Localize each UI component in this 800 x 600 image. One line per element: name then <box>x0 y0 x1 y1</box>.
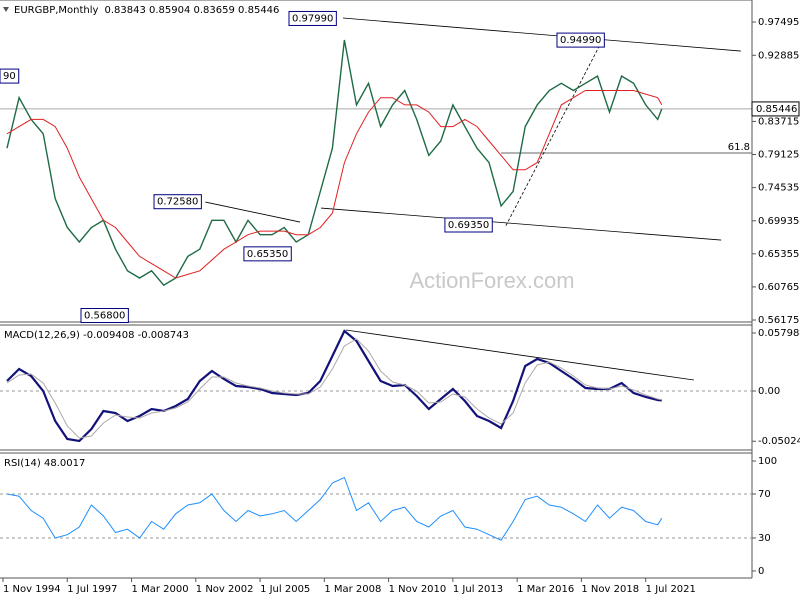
y-tick-label: 0.83715 <box>758 116 799 127</box>
price-label: 90 <box>3 71 16 82</box>
x-tick-label: 1 Nov 2010 <box>389 584 447 595</box>
y-tick-label: 70 <box>758 489 771 500</box>
price-label-box <box>444 217 493 233</box>
price-label-box <box>80 308 129 324</box>
series-line <box>6 329 662 443</box>
x-tick-label: 1 Nov 1994 <box>3 584 61 595</box>
price-label-box <box>0 68 20 84</box>
trendline <box>321 207 722 241</box>
price-label-box <box>288 10 337 26</box>
panel-title: RSI(14) 48.0017 <box>4 458 85 469</box>
trendline <box>342 17 741 52</box>
x-tick-label: 1 Jul 2005 <box>260 584 310 595</box>
price-label-box <box>556 32 605 48</box>
trendline <box>205 201 301 223</box>
y-tick-label: 0.057984 <box>758 328 800 339</box>
panel-title: EURGBP,Monthly <box>14 5 99 16</box>
fib-label: 61.8 <box>728 142 750 153</box>
price-label-box <box>153 194 202 210</box>
price-label: 0.56800 <box>84 311 125 322</box>
y-tick-label: 0.69935 <box>758 216 799 227</box>
y-tick-label: 0 <box>758 566 764 577</box>
y-tick-label: -0.050241 <box>758 436 800 447</box>
x-tick-label: 1 Mar 2000 <box>132 584 189 595</box>
series-line <box>6 90 663 279</box>
y-tick-label: 0.65355 <box>758 249 799 260</box>
price-label: 0.72580 <box>157 197 198 208</box>
series-line <box>6 39 663 287</box>
x-tick-label: 1 Mar 2008 <box>324 584 381 595</box>
watermark: ActionForex.com <box>409 268 574 293</box>
y-tick-label: 0.00 <box>758 386 780 397</box>
y-tick-label: 30 <box>758 533 771 544</box>
x-tick-label: 1 Mar 2016 <box>517 584 574 595</box>
x-tick-label: 1 Jul 2013 <box>453 584 503 595</box>
x-tick-label: 1 Jul 2021 <box>646 584 696 595</box>
collapse-icon <box>3 7 9 12</box>
ohlc-values: 0.83843 0.85904 0.83659 0.85446 <box>104 5 279 16</box>
x-tick-label: 1 Jul 1997 <box>67 584 117 595</box>
price-label: 0.65350 <box>247 249 288 260</box>
price-label-box <box>243 246 292 262</box>
panel-title: MACD(12,26,9) -0.009408 -0.008743 <box>4 330 189 341</box>
price-label: 0.69350 <box>448 220 489 231</box>
y-tick-label: 0.60765 <box>758 282 799 293</box>
last-price-box <box>751 101 800 117</box>
last-price-label: 0.85446 <box>756 104 797 115</box>
series-line <box>6 476 663 541</box>
y-tick-label: 0.79125 <box>758 150 799 161</box>
y-tick-label: 0.92885 <box>758 50 799 61</box>
y-tick-label: 0.74535 <box>758 183 799 194</box>
price-label: 0.97990 <box>292 13 333 24</box>
y-tick-label: 100 <box>758 456 777 467</box>
x-tick-label: 1 Nov 2002 <box>196 584 254 595</box>
price-label: 0.94990 <box>560 35 601 46</box>
y-tick-label: 0.56175 <box>758 315 799 326</box>
x-tick-label: 1 Nov 2018 <box>581 584 639 595</box>
series-line <box>6 338 662 439</box>
trendline <box>505 44 601 226</box>
y-tick-label: 0.97495 <box>758 17 799 28</box>
trendline <box>345 329 694 381</box>
